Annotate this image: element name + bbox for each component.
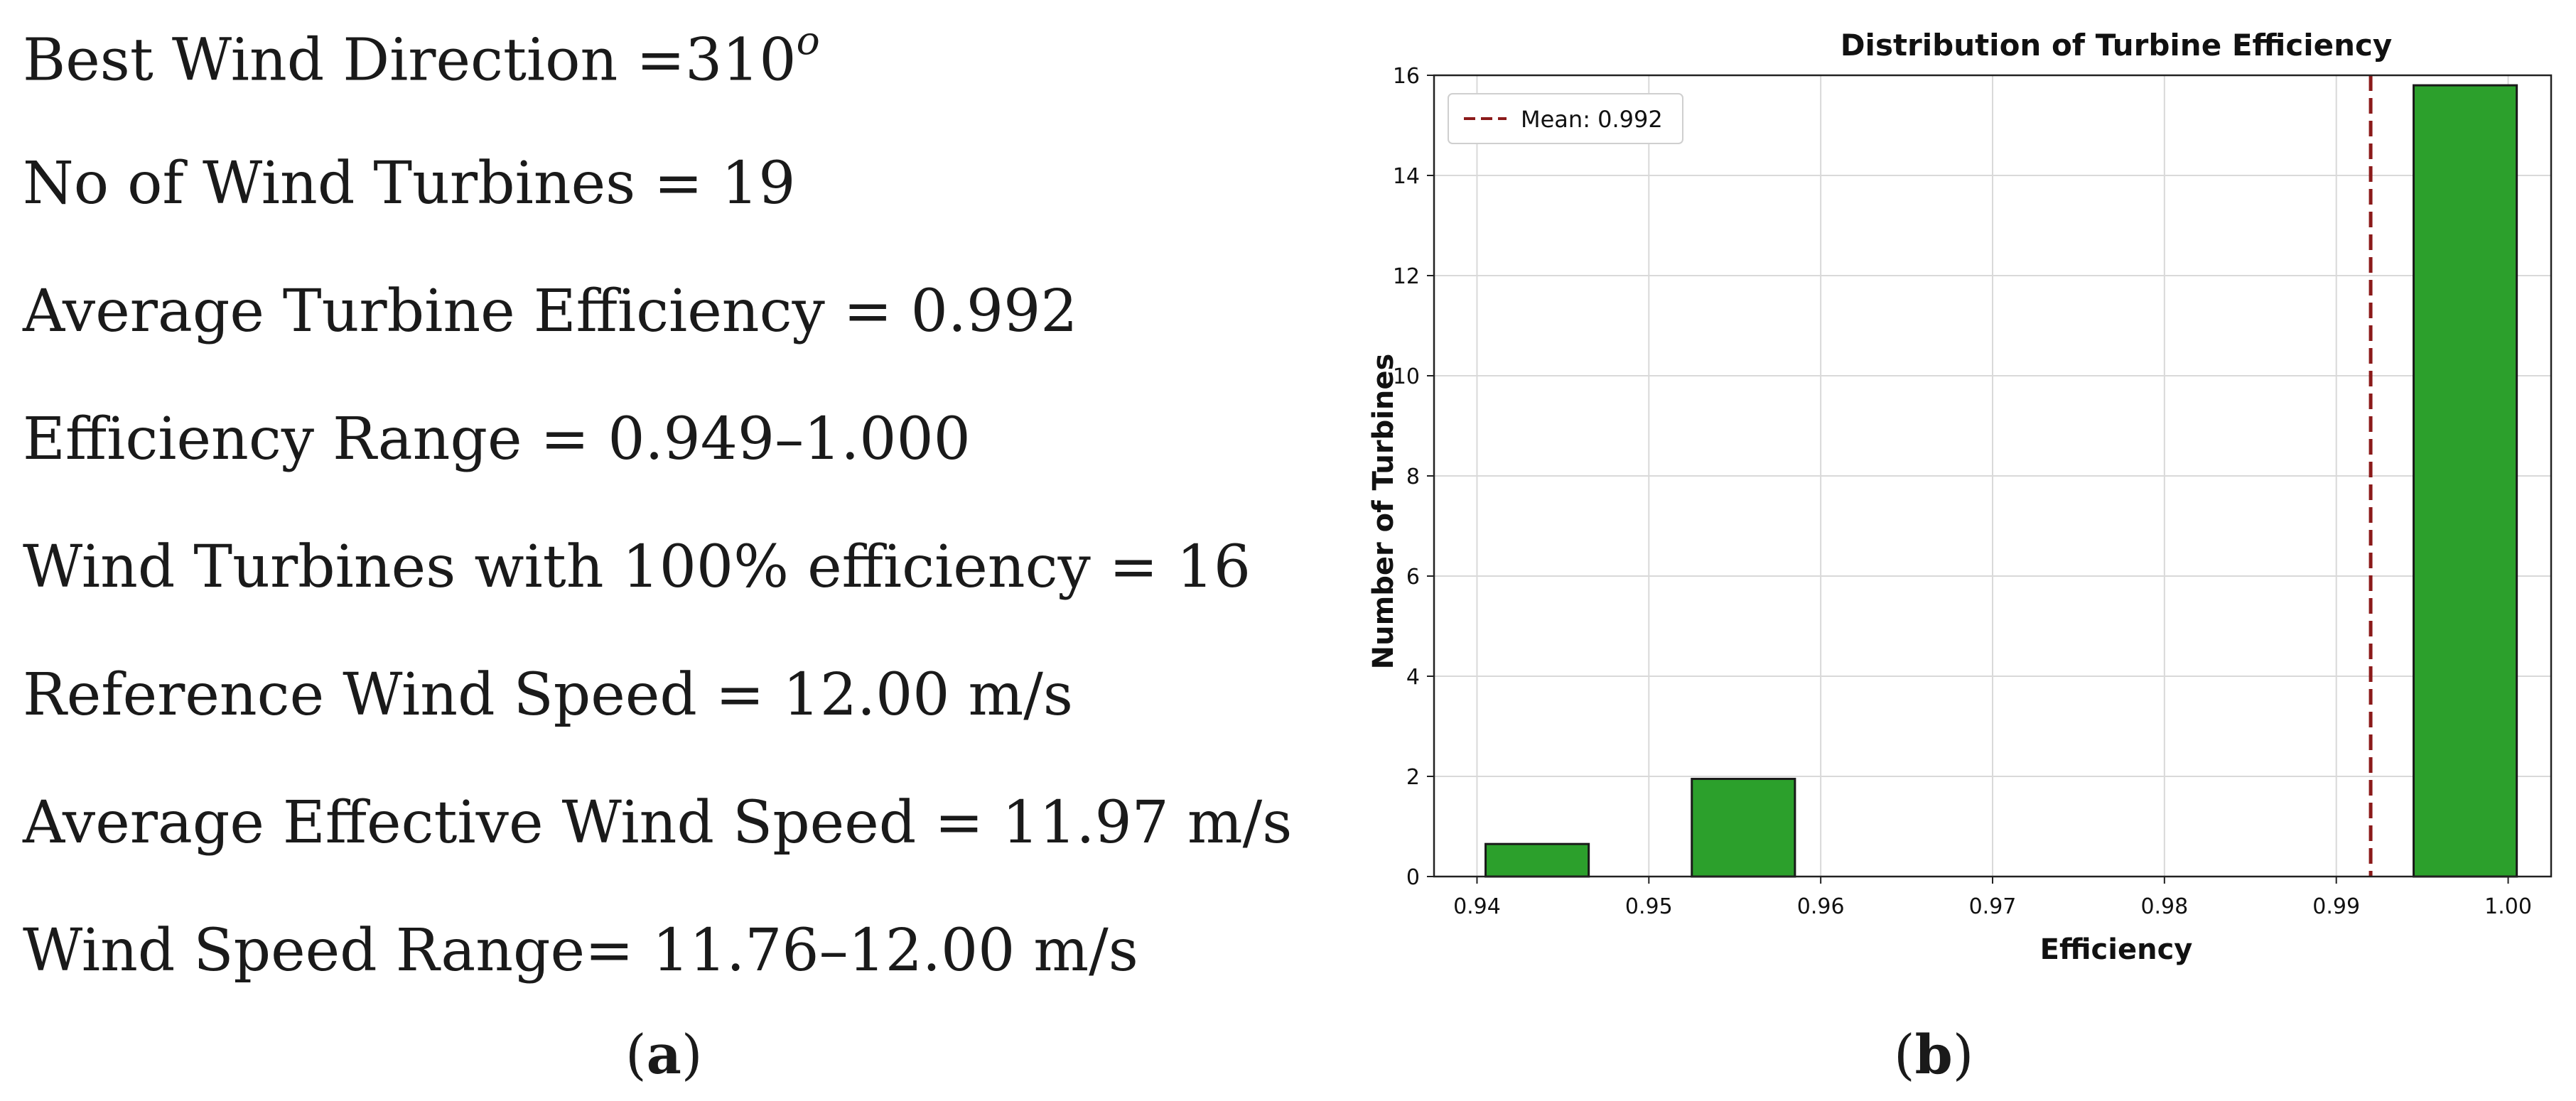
efficiency-histogram: Distribution of Turbine Efficiency 0.94 0… [1367, 28, 2553, 966]
best-wind-direction: Best Wind Direction =310o [23, 21, 820, 90]
full-efficiency-count: Wind Turbines with 100% efficiency = 16 [23, 533, 1251, 601]
y-tick-label: 6 [1406, 565, 1420, 590]
bars-group [1484, 84, 2518, 878]
ticks-group: 0.94 0.95 0.96 0.97 0.98 0.99 1.00 0 2 4 6 8 10 12 14 1… [1393, 64, 2532, 919]
y-tick-label: 12 [1393, 264, 1420, 289]
y-tick-label: 2 [1406, 765, 1420, 790]
histogram-bar [1691, 778, 1796, 878]
y-tick-label: 8 [1406, 465, 1420, 489]
avg-effective-speed: Average Effective Wind Speed = 11.97 m/s [23, 789, 1293, 857]
caption-b-close: ) [1952, 1023, 1974, 1086]
chart-title: Distribution of Turbine Efficiency [1841, 28, 2393, 63]
grid-lines [1434, 75, 2551, 877]
caption-a-open: ( [625, 1023, 647, 1086]
reference-speed: Reference Wind Speed = 12.00 m/s [23, 661, 1073, 729]
best-wind-direction-text: Best Wind Direction =310 [23, 26, 797, 94]
caption-b: (b) [1894, 1023, 1973, 1086]
avg-efficiency: Average Turbine Efficiency = 0.992 [23, 278, 1078, 345]
x-tick-label: 0.96 [1797, 894, 1845, 919]
caption-a-close: ) [681, 1023, 703, 1086]
efficiency-range: Efficiency Range = 0.949–1.000 [23, 406, 971, 473]
caption-b-open: ( [1894, 1023, 1915, 1086]
x-tick-label: 0.98 [2140, 894, 2188, 919]
x-tick-label: 0.99 [2312, 894, 2360, 919]
speed-range: Wind Speed Range= 11.76–12.00 m/s [23, 917, 1138, 985]
legend-box [1448, 93, 1683, 144]
x-tick-label: 1.00 [2484, 894, 2532, 919]
x-tick-label: 0.95 [1625, 894, 1673, 919]
y-tick-label: 0 [1406, 865, 1420, 890]
y-tick-label: 10 [1393, 364, 1420, 389]
caption-a: (a) [625, 1023, 703, 1086]
y-tick-label: 14 [1393, 164, 1420, 189]
x-axis-label: Efficiency [2040, 933, 2193, 966]
legend: Mean: 0.992 [1448, 93, 1683, 144]
legend-mean-label: Mean: 0.992 [1521, 106, 1663, 133]
y-axis-label: Number of Turbines [1367, 354, 1400, 670]
x-tick-label: 0.97 [1969, 894, 2017, 919]
x-tick-label: 0.94 [1453, 894, 1501, 919]
num-turbines: No of Wind Turbines = 19 [23, 150, 796, 217]
degree-superscript: o [796, 18, 820, 63]
histogram-bar [2413, 84, 2518, 878]
y-tick-label: 4 [1406, 665, 1420, 690]
caption-b-letter: b [1914, 1023, 1953, 1086]
y-tick-label: 16 [1393, 64, 1420, 89]
histogram-bar [1484, 842, 1590, 878]
caption-a-letter: a [646, 1023, 681, 1086]
